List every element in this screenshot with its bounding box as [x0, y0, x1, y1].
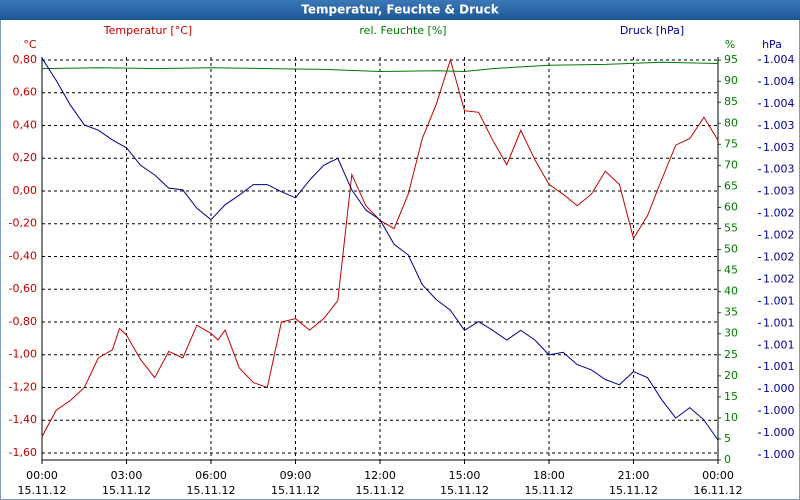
y-tick-label: -1,60: [9, 446, 37, 459]
y3-tick-label: 1.001: [763, 360, 795, 373]
x-tick-date: 16.11.12: [694, 484, 743, 497]
y2-tick-label: 0: [724, 453, 731, 466]
x-tick-label: 09:00: [280, 469, 312, 482]
y2-tick-label: 15: [724, 390, 738, 403]
y3-tick-label: 1.003: [763, 185, 795, 198]
y-tick-label: -1,20: [9, 380, 37, 393]
y3-tick-label: 1.001: [763, 316, 795, 329]
y3-tick-label: 1.004: [763, 97, 795, 110]
x-tick-date: 15.11.12: [271, 484, 320, 497]
y2-tick-label: 85: [724, 95, 738, 108]
y3-tick-label: 1.004: [763, 53, 795, 66]
title-bar: [0, 0, 800, 20]
x-tick-label: 06:00: [195, 469, 227, 482]
y-tick-label: -1,40: [9, 413, 37, 426]
y-tick-label: -0,40: [9, 249, 37, 262]
y2-tick-label: 65: [724, 179, 738, 192]
y3-tick-label: 1.001: [763, 338, 795, 351]
y2-tick-label: 60: [724, 200, 738, 213]
x-tick-date: 15.11.12: [18, 484, 67, 497]
y3-tick-label: 1.000: [763, 382, 795, 395]
y2-unit: %: [725, 38, 735, 51]
y3-unit: hPa: [762, 38, 782, 51]
x-tick-label: 15:00: [449, 469, 481, 482]
y-tick-label: 0,20: [13, 151, 38, 164]
y2-tick-label: 5: [724, 432, 731, 445]
x-tick-date: 15.11.12: [440, 484, 489, 497]
x-tick-date: 15.11.12: [187, 484, 236, 497]
y-tick-label: 0,60: [13, 86, 38, 99]
x-tick-label: 21:00: [618, 469, 650, 482]
y2-tick-label: 35: [724, 306, 738, 319]
y-tick-label: 0,40: [13, 118, 38, 131]
y3-tick-label: 1.002: [763, 272, 795, 285]
y2-tick-label: 90: [724, 74, 738, 87]
y2-tick-label: 70: [724, 158, 738, 171]
y3-tick-label: 1.000: [763, 404, 795, 417]
y2-tick-label: 55: [724, 222, 738, 235]
series-label: Druck [hPa]: [620, 24, 684, 37]
x-tick-date: 15.11.12: [525, 484, 574, 497]
y2-tick-label: 45: [724, 264, 738, 277]
y2-tick-label: 80: [724, 116, 738, 129]
y-tick-label: -0,20: [9, 217, 37, 230]
y3-tick-label: 1.000: [763, 426, 795, 439]
y2-tick-label: 20: [724, 369, 738, 382]
y-tick-label: -1,00: [9, 348, 37, 361]
chart-title: Temperatur, Feuchte & Druck: [301, 3, 499, 17]
y3-tick-label: 1.003: [763, 163, 795, 176]
y2-tick-label: 95: [724, 53, 738, 66]
y3-tick-label: 1.001: [763, 294, 795, 307]
y3-tick-label: 1.003: [763, 119, 795, 132]
y3-tick-label: 1.000: [763, 448, 795, 461]
y-tick-label: 0,00: [13, 184, 38, 197]
y2-tick-label: 25: [724, 348, 738, 361]
y2-tick-label: 50: [724, 243, 738, 256]
x-tick-label: 12:00: [364, 469, 396, 482]
y3-tick-label: 1.003: [763, 141, 795, 154]
x-tick-label: 00:00: [702, 469, 734, 482]
y2-tick-label: 10: [724, 411, 738, 424]
y-tick-label: -0,60: [9, 282, 37, 295]
y2-tick-label: 75: [724, 137, 738, 150]
series-label: Temperatur [°C]: [103, 24, 192, 37]
x-tick-label: 03:00: [111, 469, 143, 482]
y-tick-label: -0,80: [9, 315, 37, 328]
y-tick-label: 0,80: [13, 53, 38, 66]
series-line: [41, 57, 719, 441]
x-tick-label: 00:00: [26, 469, 58, 482]
y3-tick-label: 1.002: [763, 229, 795, 242]
y2-tick-label: 40: [724, 285, 738, 298]
x-tick-date: 15.11.12: [102, 484, 151, 497]
x-tick-date: 15.11.12: [356, 484, 405, 497]
series-line: [41, 58, 719, 437]
x-tick-label: 18:00: [533, 469, 565, 482]
y-unit: °C: [23, 38, 37, 51]
y3-tick-label: 1.002: [763, 207, 795, 220]
series-line: [41, 61, 719, 73]
series-label: rel. Feuchte [%]: [359, 24, 446, 37]
y3-tick-label: 1.002: [763, 250, 795, 263]
y2-tick-label: 30: [724, 327, 738, 340]
y3-tick-label: 1.004: [763, 75, 795, 88]
x-tick-date: 15.11.12: [609, 484, 658, 497]
